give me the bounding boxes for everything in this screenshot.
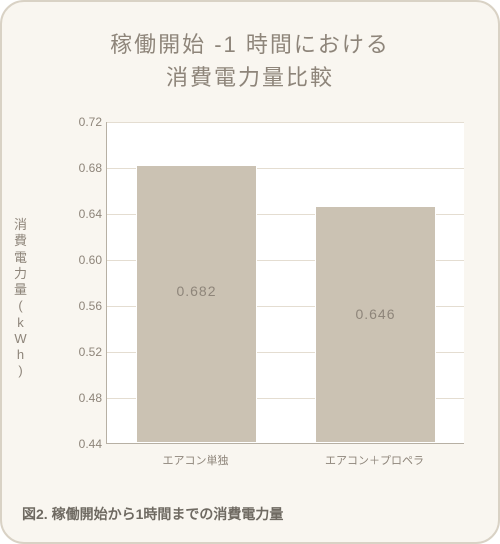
y-tick-label: 0.52 [56, 345, 102, 359]
y-tick-label: 0.64 [56, 207, 102, 221]
figure-caption: 図2. 稼働開始から1時間までの消費電力量 [22, 504, 283, 524]
x-tick-label: エアコン単独 [106, 448, 285, 474]
chart-title: 稼働開始 -1 時間における 消費電力量比較 [2, 2, 498, 94]
x-tick-label: エアコン＋プロペラ [285, 448, 464, 474]
bar-value-label: 0.682 [137, 283, 257, 299]
plot-area: 0.682 0.646 [106, 122, 464, 444]
y-tick-label: 0.44 [56, 437, 102, 451]
y-axis-label: 消費電力量(kWh) [14, 217, 27, 380]
bar-value-label: 0.646 [316, 306, 436, 322]
y-tick-label: 0.60 [56, 253, 102, 267]
y-tick-label: 0.56 [56, 299, 102, 313]
bar: 0.682 [136, 165, 258, 443]
y-tick-label: 0.72 [56, 115, 102, 129]
y-tick-label: 0.68 [56, 161, 102, 175]
chart-area: 消費電力量(kWh) 0.6820.646 0.440.480.520.560.… [56, 122, 464, 474]
figure-card: 稼働開始 -1 時間における 消費電力量比較 消費電力量(kWh) 0.6820… [0, 0, 500, 544]
chart-title-line1: 稼働開始 -1 時間における [2, 28, 498, 61]
y-tick-label: 0.48 [56, 391, 102, 405]
chart-title-line2: 消費電力量比較 [2, 61, 498, 94]
gridline [107, 122, 464, 123]
bar: 0.646 [315, 206, 437, 443]
